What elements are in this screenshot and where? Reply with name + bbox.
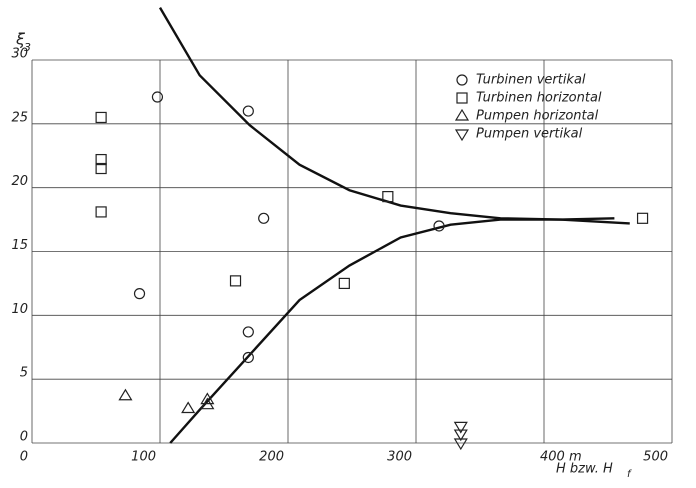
x-axis-label: H bzw. H (556, 462, 613, 477)
point (229, 275, 242, 287)
legend-marker (454, 108, 470, 121)
y-tick-label: 10 (11, 302, 28, 317)
point (453, 421, 468, 434)
point (200, 392, 215, 405)
legend-label: Pumpen horizontal (476, 109, 599, 124)
x-tick-label: 200 (259, 450, 284, 465)
point (200, 397, 215, 410)
y-tick-label: 30 (11, 47, 28, 62)
legend-marker (454, 129, 470, 142)
point (133, 288, 146, 300)
point (95, 206, 107, 218)
y-tick-label: 15 (11, 238, 28, 253)
legend-label: Turbinen vertikal (476, 73, 586, 88)
legend-marker (456, 74, 468, 86)
x-tick-label: 0 (20, 450, 28, 465)
x-tick-label: 500 (643, 450, 668, 465)
y-axis-label: ξ (15, 30, 26, 49)
point (242, 105, 254, 117)
point (242, 326, 254, 338)
point (258, 212, 270, 224)
point (433, 220, 445, 232)
x-tick-label: 300 (387, 450, 412, 465)
point (95, 162, 107, 175)
y-tick-label: 20 (11, 174, 28, 189)
x-tick-label: 100 (131, 450, 156, 465)
curve (169, 218, 630, 444)
point (151, 91, 164, 103)
y-axis-label-sub: 3 (24, 41, 31, 54)
point (338, 277, 350, 290)
point (382, 191, 394, 203)
point (95, 111, 107, 124)
point (636, 212, 649, 224)
y-tick-label: 25 (11, 110, 28, 125)
x-axis-label-sub: f (627, 469, 632, 480)
legend-label: Pumpen vertikal (476, 127, 583, 142)
legend-marker (456, 92, 468, 104)
x-tick-label: 400 m (540, 450, 582, 465)
point (181, 401, 196, 414)
point (118, 388, 133, 401)
point (242, 351, 254, 364)
y-tick-label: 0 (20, 430, 28, 445)
point (453, 429, 468, 442)
point (453, 438, 468, 451)
point (95, 153, 107, 166)
y-tick-label: 5 (20, 366, 28, 381)
legend-label: Turbinen horizontal (476, 91, 602, 106)
